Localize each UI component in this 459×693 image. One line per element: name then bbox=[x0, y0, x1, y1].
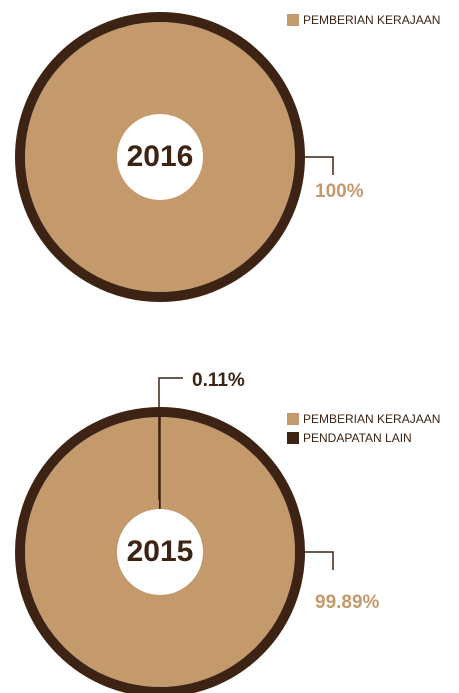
center-title: 2016 bbox=[127, 140, 194, 173]
legend-label: PEMBERIAN KERAJAAN bbox=[303, 13, 440, 27]
outer-ring bbox=[15, 407, 305, 693]
outer-ring bbox=[15, 12, 305, 302]
legend-swatch bbox=[287, 432, 299, 444]
legend-swatch bbox=[287, 14, 299, 26]
center-hole bbox=[117, 509, 203, 595]
leader-line bbox=[305, 156, 334, 175]
legend-label: PENDAPATAN LAIN bbox=[303, 431, 412, 445]
legend-label: PEMBERIAN KERAJAAN bbox=[303, 412, 440, 426]
legend-swatch bbox=[287, 413, 299, 425]
center-title: 2015 bbox=[127, 535, 194, 568]
leader-line bbox=[158, 377, 183, 500]
value-label: 99.89% bbox=[315, 592, 380, 613]
value-label: 0.11% bbox=[192, 370, 245, 391]
leader-line bbox=[305, 551, 334, 570]
center-hole bbox=[117, 114, 203, 200]
value-label: 100% bbox=[315, 181, 364, 202]
